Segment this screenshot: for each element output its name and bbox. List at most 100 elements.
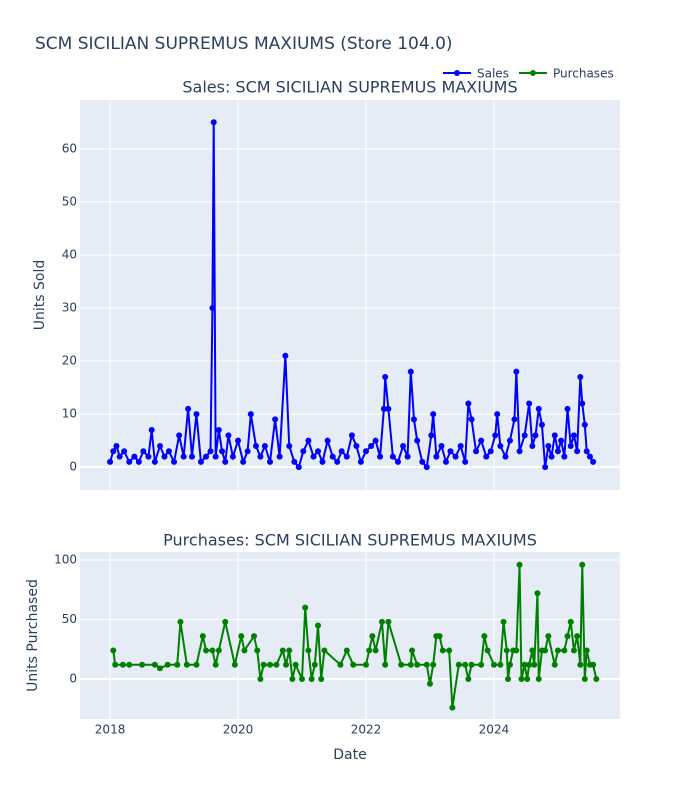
point: [215, 427, 222, 434]
point: [286, 647, 293, 654]
point: [478, 437, 485, 444]
y-tick-label: 40: [62, 247, 77, 261]
point: [299, 676, 306, 683]
point: [483, 453, 490, 460]
figure-title: SCM SICILIAN SUPREMUS MAXIUMS (Store 104…: [35, 34, 453, 54]
point: [257, 676, 264, 683]
point: [382, 661, 389, 668]
point: [506, 661, 513, 668]
point: [366, 647, 373, 654]
point: [526, 661, 533, 668]
point: [407, 368, 414, 375]
point: [394, 458, 401, 465]
point: [207, 448, 214, 455]
point: [188, 453, 195, 460]
point: [561, 647, 568, 654]
point: [518, 676, 525, 683]
point: [110, 647, 117, 654]
point: [590, 458, 597, 465]
point: [511, 416, 518, 423]
point: [439, 647, 446, 654]
point: [286, 442, 293, 449]
point: [193, 411, 200, 418]
point: [570, 647, 577, 654]
point: [272, 416, 279, 423]
point: [538, 421, 545, 428]
point: [372, 647, 379, 654]
point: [385, 618, 392, 625]
point: [295, 464, 302, 471]
point: [561, 453, 568, 460]
point: [564, 633, 571, 640]
point: [478, 661, 485, 668]
point: [174, 661, 181, 668]
point: [581, 421, 588, 428]
x-axis-label: Date: [333, 747, 366, 763]
point: [516, 448, 523, 455]
point: [558, 437, 565, 444]
y-tick-label: 100: [54, 552, 77, 566]
legend-marker: [454, 70, 460, 76]
point: [404, 453, 411, 460]
point: [535, 676, 542, 683]
y-tick-label: 30: [62, 301, 77, 315]
point: [551, 661, 558, 668]
point: [292, 661, 299, 668]
x-tick-label: 2022: [351, 723, 382, 737]
point: [241, 647, 248, 654]
point: [468, 416, 475, 423]
point: [484, 647, 491, 654]
point: [490, 661, 497, 668]
point: [567, 618, 574, 625]
point: [442, 458, 449, 465]
point: [315, 622, 322, 629]
point: [222, 458, 229, 465]
point: [586, 453, 593, 460]
point: [319, 458, 326, 465]
point: [516, 561, 523, 568]
point: [310, 453, 317, 460]
point: [212, 453, 219, 460]
point: [446, 647, 453, 654]
point: [113, 442, 120, 449]
point: [267, 661, 274, 668]
point: [151, 458, 158, 465]
point: [229, 453, 236, 460]
point: [438, 442, 445, 449]
point: [455, 661, 462, 668]
point: [574, 633, 581, 640]
point: [185, 405, 192, 412]
x-tick-label: 2024: [479, 723, 510, 737]
point: [409, 647, 416, 654]
point: [419, 458, 426, 465]
point: [209, 647, 216, 654]
point: [542, 464, 549, 471]
point: [502, 453, 509, 460]
y-tick-label: 0: [69, 672, 77, 686]
plot-area: [80, 552, 620, 719]
point: [465, 676, 472, 683]
point: [423, 464, 430, 471]
point: [139, 661, 146, 668]
point: [577, 661, 584, 668]
y-tick-label: 0: [69, 460, 77, 474]
point: [252, 442, 259, 449]
point: [521, 432, 528, 439]
point: [260, 661, 267, 668]
point: [203, 453, 210, 460]
point: [353, 442, 360, 449]
point: [156, 665, 163, 672]
y-tick-label: 50: [62, 194, 77, 208]
point: [362, 448, 369, 455]
point: [315, 448, 322, 455]
point: [165, 448, 172, 455]
point: [579, 561, 586, 568]
point: [372, 437, 379, 444]
point: [156, 442, 163, 449]
point: [593, 676, 600, 683]
point: [225, 432, 232, 439]
point: [452, 453, 459, 460]
legend-label: Purchases: [553, 67, 614, 81]
point: [151, 661, 158, 668]
